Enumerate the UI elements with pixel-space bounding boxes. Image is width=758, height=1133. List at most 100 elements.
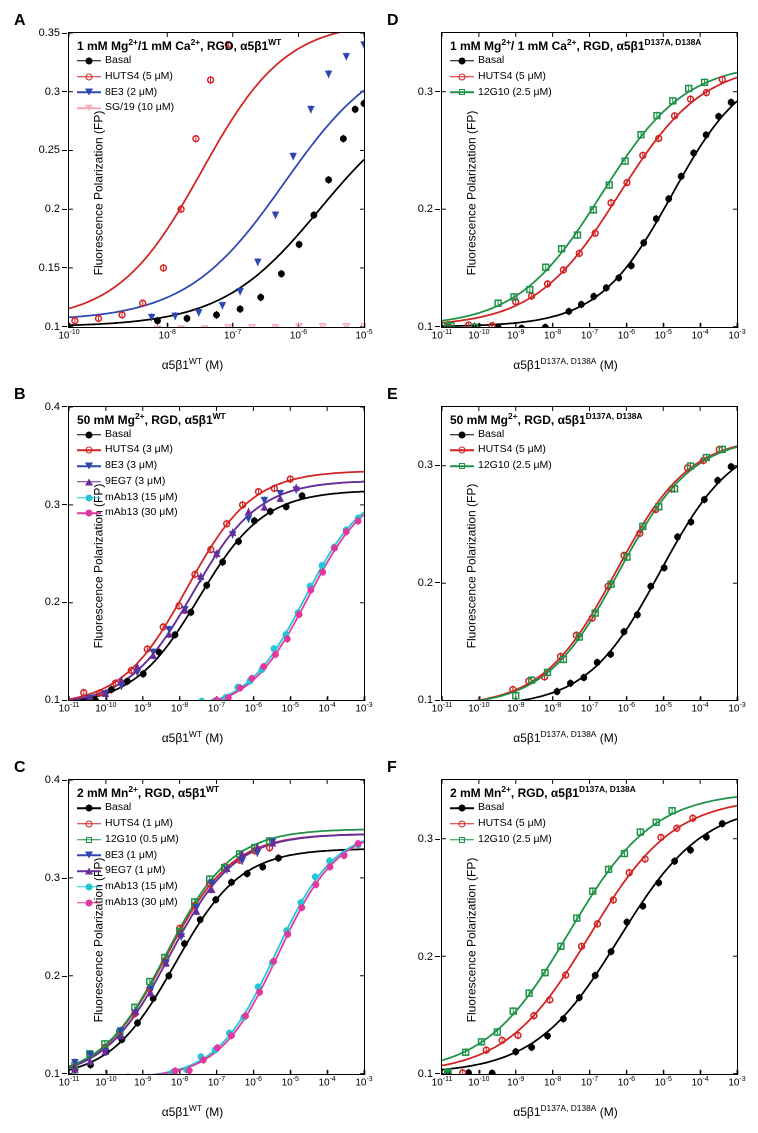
curve-HUTS4 — [442, 446, 737, 701]
legend: BasalHUTS4 (5 μM)12G10 (2.5 μM) — [450, 427, 552, 474]
x-tick: 10-7 — [208, 1076, 225, 1088]
legend-item: 12G10 (2.5 μM) — [450, 832, 552, 848]
y-ticks: 0.10.20.30.4 — [31, 407, 67, 701]
y-tick: 0.2 — [45, 970, 67, 982]
x-tick: 10-11 — [59, 702, 80, 714]
x-tick: 10-11 — [59, 1076, 80, 1088]
x-tick: 10-3 — [728, 702, 745, 714]
legend-label: Basal — [478, 800, 504, 816]
legend-label: 9EG7 (3 μM) — [105, 474, 165, 490]
legend-item: 8E3 (1 μM) — [77, 848, 179, 864]
panel-label: E — [387, 386, 398, 404]
x-tick: 10-3 — [355, 702, 372, 714]
legend-item: Basal — [450, 427, 552, 443]
plot-area: 50 mM Mg2+, RGD, α5β1WTBasalHUTS4 (3 μM)… — [68, 406, 365, 702]
legend-label: Basal — [478, 53, 504, 69]
panel-C: CFluorescence Polarization (FP)α5β1WT (M… — [10, 757, 375, 1123]
panel-B: BFluorescence Polarization (FP)α5β1WT (M… — [10, 384, 375, 750]
legend-label: SG/19 (10 μM) — [105, 100, 174, 116]
y-tick: 0.2 — [418, 577, 440, 589]
legend-item: HUTS4 (5 μM) — [450, 816, 552, 832]
panel-label: A — [14, 12, 26, 30]
y-tick: 0.3 — [418, 86, 440, 98]
panel-label: B — [14, 386, 26, 404]
legend-label: 12G10 (2.5 μM) — [478, 85, 552, 101]
x-tick: 10-10 — [95, 702, 116, 714]
y-tick: 0.3 — [45, 86, 67, 98]
x-tick: 10-10 — [468, 1076, 489, 1088]
x-tick: 10-5 — [282, 702, 299, 714]
legend: BasalHUTS4 (5 μM)12G10 (2.5 μM) — [450, 800, 552, 847]
legend-item: 9EG7 (3 μM) — [77, 474, 178, 490]
x-tick: 10-9 — [134, 1076, 151, 1088]
y-ticks: 0.10.20.3 — [404, 407, 440, 701]
plot-area: 2 mM Mn2+, RGD, α5β1WTBasalHUTS4 (1 μM)1… — [68, 779, 365, 1075]
x-ticks: 10-1110-1010-910-810-710-610-510-410-3 — [442, 1076, 737, 1096]
legend-label: mAb13 (30 μM) — [105, 895, 178, 911]
y-tick: 0.2 — [45, 596, 67, 608]
legend-item: Basal — [77, 53, 174, 69]
x-tick: 10-4 — [318, 702, 335, 714]
figure-grid: AFluorescence Polarization (FP)α5β1WT (M… — [10, 10, 748, 1123]
legend: BasalHUTS4 (5 μM)8E3 (2 μM)SG/19 (10 μM) — [77, 53, 174, 116]
y-tick: 0.15 — [39, 262, 67, 274]
legend-item: Basal — [77, 800, 179, 816]
legend-item: 8E3 (3 μM) — [77, 458, 178, 474]
x-tick: 10-10 — [58, 329, 79, 341]
legend-label: 9EG7 (1 μM) — [105, 863, 165, 879]
legend-label: HUTS4 (3 μM) — [105, 442, 173, 458]
x-tick: 10-10 — [95, 1076, 116, 1088]
x-ticks: 10-1110-1010-910-810-710-610-510-410-3 — [442, 702, 737, 722]
x-axis-label: α5β1WT (M) — [162, 1103, 224, 1119]
legend-item: HUTS4 (3 μM) — [77, 442, 178, 458]
legend-item: HUTS4 (5 μM) — [77, 69, 174, 85]
panel-label: D — [387, 12, 399, 30]
legend-label: HUTS4 (5 μM) — [478, 69, 546, 85]
x-axis-label: α5β1D137A, D138A (M) — [513, 729, 617, 745]
legend-label: mAb13 (30 μM) — [105, 505, 178, 521]
y-tick: 0.4 — [45, 401, 67, 413]
curve-Basal — [442, 819, 737, 1070]
legend-label: Basal — [478, 427, 504, 443]
x-tick: 10-4 — [691, 1076, 708, 1088]
y-ticks: 0.10.20.30.4 — [31, 780, 67, 1074]
legend-label: HUTS4 (5 μM) — [478, 442, 546, 458]
legend-label: 8E3 (2 μM) — [105, 85, 157, 101]
x-tick: 10-11 — [432, 1076, 453, 1088]
x-axis-label: α5β1WT (M) — [162, 356, 224, 372]
x-tick: 10-3 — [728, 329, 745, 341]
x-axis-label: α5β1D137A, D138A (M) — [513, 1103, 617, 1119]
legend-item: Basal — [450, 800, 552, 816]
x-tick: 10-11 — [432, 329, 453, 341]
legend-item: mAb13 (15 μM) — [77, 490, 178, 506]
x-tick: 10-5 — [655, 329, 672, 341]
y-ticks: 0.10.150.20.250.30.35 — [31, 33, 67, 327]
panel-title: 2 mM Mn2+, RGD, α5β1D137A, D138A — [450, 784, 636, 800]
legend: BasalHUTS4 (5 μM)12G10 (2.5 μM) — [450, 53, 552, 100]
x-tick: 10-4 — [691, 702, 708, 714]
legend-label: mAb13 (15 μM) — [105, 879, 178, 895]
legend-label: HUTS4 (5 μM) — [105, 69, 173, 85]
curve-8E3 — [69, 90, 364, 317]
legend-label: Basal — [105, 53, 131, 69]
legend-item: mAb13 (15 μM) — [77, 879, 179, 895]
x-ticks: 10-1110-1010-910-810-710-610-510-410-3 — [69, 702, 364, 722]
x-tick: 10-6 — [245, 1076, 262, 1088]
legend-label: Basal — [105, 427, 131, 443]
x-ticks: 10-1010-810-710-610-5 — [69, 329, 364, 349]
x-tick: 10-3 — [728, 1076, 745, 1088]
x-ticks: 10-1110-1010-910-810-710-610-510-410-3 — [442, 329, 737, 349]
y-ticks: 0.10.20.3 — [404, 780, 440, 1074]
x-tick: 10-7 — [581, 702, 598, 714]
legend-item: 12G10 (2.5 μM) — [450, 458, 552, 474]
y-tick: 0.2 — [418, 951, 440, 963]
x-tick: 10-6 — [245, 702, 262, 714]
plot-area: 1 mM Mg2+/1 mM Ca2+, RGD, α5β1WTBasalHUT… — [68, 32, 365, 328]
y-tick: 0.2 — [45, 203, 67, 215]
x-tick: 10-8 — [544, 1076, 561, 1088]
legend-item: 12G10 (2.5 μM) — [450, 85, 552, 101]
x-tick: 10-7 — [581, 1076, 598, 1088]
y-ticks: 0.10.20.3 — [404, 33, 440, 327]
plot-area: 2 mM Mn2+, RGD, α5β1D137A, D138ABasalHUT… — [441, 779, 738, 1075]
legend-label: 12G10 (2.5 μM) — [478, 458, 552, 474]
